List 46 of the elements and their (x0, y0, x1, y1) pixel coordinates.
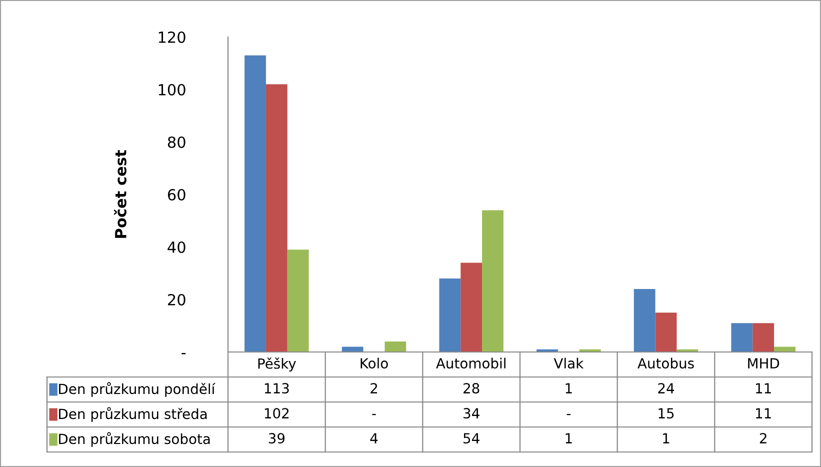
data-label: 4 (370, 433, 378, 444)
bar (634, 289, 656, 352)
legend-label: Den průzkumu středa (59, 407, 207, 422)
bar (287, 250, 309, 352)
data-label: 15 (658, 408, 674, 419)
y-tick-label: 80 (168, 136, 186, 148)
data-label: 11 (756, 408, 771, 418)
legend-label: Den průzkumu sobota (59, 432, 210, 447)
y-tick-label: 60 (168, 188, 186, 201)
y-tick-label: 40 (168, 241, 186, 254)
x-tick-label: Pěšky (258, 358, 296, 372)
bar (266, 84, 288, 352)
bar (439, 278, 461, 352)
bar (460, 262, 482, 352)
x-tick-label: MHD (748, 358, 780, 368)
x-tick-label: Kolo (360, 358, 388, 369)
x-tick-label: Vlak (554, 358, 584, 369)
data-label: 24 (658, 383, 674, 394)
data-label: 2 (760, 433, 766, 444)
data-label: 28 (464, 383, 480, 394)
bar (244, 55, 266, 352)
bar (752, 323, 774, 352)
text: - (566, 414, 570, 416)
y-tick-label: - (182, 353, 186, 354)
bar (655, 312, 677, 352)
text: - (372, 414, 376, 416)
y-tick-label: 20 (168, 294, 186, 306)
data-label: 2 (370, 383, 378, 394)
data-label: 113 (264, 383, 289, 394)
data-label: 54 (464, 433, 480, 444)
data-label: 11 (756, 383, 771, 394)
data-label: 1 (566, 383, 572, 394)
data-label: 34 (464, 408, 480, 419)
bar (482, 210, 504, 352)
data-label: 1 (663, 433, 670, 444)
data-label: 102 (264, 408, 289, 419)
bar (384, 342, 406, 352)
bar (731, 323, 753, 352)
data-label: 39 (268, 433, 285, 444)
legend-label: Den průzkumu pondělí (59, 382, 216, 397)
y-tick-label: 100 (158, 84, 186, 96)
y-tick-label: 120 (158, 31, 186, 44)
y-axis-title: Počet cest (114, 150, 126, 238)
x-tick-label: Autobus (638, 358, 694, 369)
data-label: 1 (566, 433, 572, 444)
x-tick-label: Automobil (436, 358, 506, 369)
